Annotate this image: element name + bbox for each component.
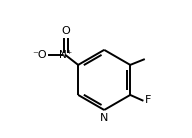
- Text: O: O: [61, 26, 70, 36]
- Text: F: F: [145, 95, 151, 105]
- Text: N⁺: N⁺: [59, 50, 73, 60]
- Text: ⁻O: ⁻O: [32, 50, 47, 60]
- Text: N: N: [100, 113, 108, 123]
